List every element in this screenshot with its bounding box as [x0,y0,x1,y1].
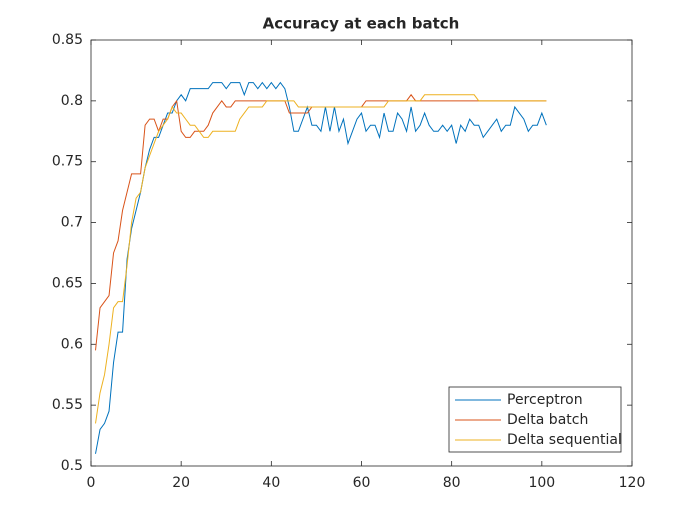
chart-title: Accuracy at each batch [263,15,460,33]
series-line [95,94,547,424]
legend-label: Delta batch [507,412,588,428]
x-tick-label: 0 [87,475,96,491]
x-tick-label: 20 [172,475,190,491]
y-tick-label: 0.7 [61,215,83,231]
legend-label: Perceptron [507,392,583,408]
x-tick-label: 40 [262,475,280,491]
series-line [95,81,547,454]
x-tick-label: 60 [353,475,371,491]
y-tick-label: 0.65 [52,275,83,291]
y-tick-label: 0.6 [61,336,83,352]
legend-label: Delta sequential [507,432,622,448]
y-tick-label: 0.5 [61,458,83,474]
y-tick-label: 0.85 [52,32,83,48]
x-tick-label: 120 [619,475,646,491]
x-tick-label: 100 [528,475,555,491]
y-tick-label: 0.75 [52,154,83,170]
y-tick-label: 0.8 [61,93,83,109]
y-tick-label: 0.55 [52,397,83,413]
x-tick-label: 80 [443,475,461,491]
